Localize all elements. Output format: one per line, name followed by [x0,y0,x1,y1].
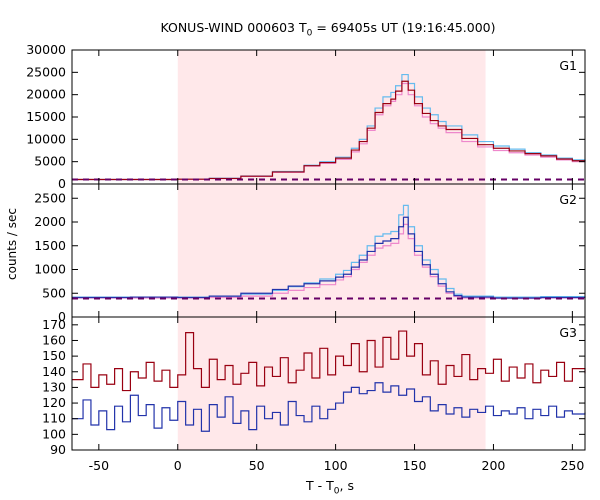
series-line-dark_red [72,80,586,181]
x-axis-label-prefix: T - T [306,478,334,493]
chart-title: KONUS-WIND 000603 T0 = 69405s UT (19:16:… [0,20,600,39]
y-tick-label: 2000 [34,214,66,229]
panel-label: G1 [559,58,577,73]
shaded-interval [177,317,486,450]
y-tick-label: 10000 [26,131,66,146]
x-axis-label-suffix: , s [339,478,354,493]
y-tick-label: 0 [58,309,66,324]
y-tick-label: 25000 [26,64,66,79]
y-tick-label: 1500 [34,238,66,253]
x-tick-label: 250 [560,458,584,473]
panel-frame [71,316,586,451]
x-tick-label: -50 [89,458,109,473]
y-tick-label: 2500 [34,190,66,205]
y-tick-label: 160 [42,332,66,347]
y-tick-label: 100 [42,426,66,441]
x-tick-label: 150 [403,458,427,473]
x-axis-label-sub: 0 [333,486,340,497]
y-tick-label: 110 [42,411,66,426]
y-tick-label: 170 [42,317,66,332]
chart-title-suffix: = 69405s UT (19:16:45.000) [312,20,496,35]
series-line-dark_blue [72,216,586,299]
x-axis-label: T - T0, s [0,478,600,497]
y-tick-label: 140 [42,364,66,379]
chart-title-prefix: KONUS-WIND 000603 T [160,20,307,35]
y-tick-label: 20000 [26,87,66,102]
x-tick-label: 50 [249,458,265,473]
x-tick-label: 100 [324,458,348,473]
y-tick-label: 500 [42,285,66,300]
y-tick-label: 150 [42,348,66,363]
chart-title-sub: 0 [306,28,313,39]
x-tick-label: 0 [174,458,182,473]
y-tick-label: 130 [42,379,66,394]
panel-label: G2 [559,192,577,207]
shaded-interval [177,184,486,317]
series-line-dark_blue [72,382,586,432]
series-line-dark_red [72,330,586,392]
y-tick-label: 90 [50,442,66,457]
y-tick-label: 5000 [34,154,66,169]
y-tick-label: 15000 [26,109,66,124]
y-tick-label: 1000 [34,262,66,277]
x-tick-label: 200 [482,458,506,473]
y-tick-label: 30000 [26,42,66,57]
y-tick-label: 120 [42,395,66,410]
y-tick-label: 0 [58,176,66,191]
panel-label: G3 [559,325,577,340]
